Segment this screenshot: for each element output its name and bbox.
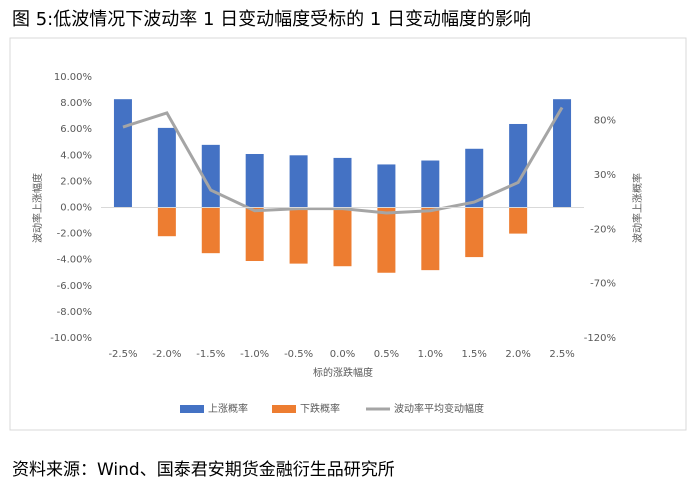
y2-tick-label: 30% <box>594 170 616 181</box>
bar <box>377 164 396 208</box>
legend-marker <box>272 405 296 413</box>
x-tick-label: -2.0% <box>152 349 181 360</box>
bar <box>509 123 528 208</box>
y-tick-label: -8.00% <box>57 307 92 318</box>
bar <box>113 99 132 208</box>
y2-tick-label: -120% <box>584 333 616 344</box>
bar <box>465 207 484 258</box>
y-tick-label: 6.00% <box>60 124 92 135</box>
legend-label: 上涨概率 <box>208 402 248 415</box>
legend-label: 波动率平均变动幅度 <box>394 402 484 415</box>
bar <box>201 207 220 254</box>
bar <box>333 207 352 267</box>
legend-marker <box>180 405 204 413</box>
bar <box>377 207 396 273</box>
x-tick-label: -2.5% <box>108 349 137 360</box>
bar <box>157 127 176 208</box>
y2-axis-label: 波动率上涨概率 <box>631 173 644 243</box>
bar <box>333 157 352 208</box>
source: 资料来源：Wind、国泰君安期货金融衍生品研究所 <box>12 460 395 480</box>
bar <box>289 155 308 208</box>
x-tick-label: 0.0% <box>330 349 355 360</box>
bar <box>245 153 264 208</box>
y-tick-label: -2.00% <box>57 229 92 240</box>
x-tick-label: -0.5% <box>284 349 313 360</box>
bar <box>245 207 264 262</box>
y-tick-label: 2.00% <box>60 176 92 187</box>
bar <box>465 148 484 208</box>
bar <box>421 160 440 208</box>
y-tick-label: 10.00% <box>54 72 92 83</box>
legend-label: 下跌概率 <box>300 402 340 415</box>
x-tick-label: 2.0% <box>505 349 530 360</box>
chart-frame <box>9 37 687 431</box>
y-tick-label: -4.00% <box>57 255 92 266</box>
bar <box>421 207 440 271</box>
line <box>122 106 564 215</box>
chart-title: 图 5:低波情况下波动率 1 日变动幅度受标的 1 日变动幅度的影响 <box>12 9 531 30</box>
y-tick-label: -6.00% <box>57 281 92 292</box>
x-tick-label: -1.0% <box>240 349 269 360</box>
x-tick-label: -1.5% <box>196 349 225 360</box>
bar <box>553 99 572 208</box>
x-tick-label: 0.5% <box>374 349 399 360</box>
y-tick-label: 4.00% <box>60 150 92 161</box>
x-tick-label: 1.0% <box>418 349 443 360</box>
y-tick-label: 0.00% <box>60 203 92 214</box>
y-tick-label: 8.00% <box>60 98 92 109</box>
y2-tick-label: -70% <box>590 279 616 290</box>
y2-tick-label: 80% <box>594 116 616 127</box>
x-tick-label: 1.5% <box>462 349 487 360</box>
bar <box>289 207 308 264</box>
bar <box>157 207 176 237</box>
bar <box>509 207 528 234</box>
x-axis-label: 标的涨跌幅度 <box>313 366 373 379</box>
y-tick-label: -10.00% <box>50 333 92 344</box>
y-axis-label: 波动率上涨幅度 <box>31 173 44 243</box>
y2-tick-label: -20% <box>590 224 616 235</box>
x-tick-label: 2.5% <box>549 349 574 360</box>
